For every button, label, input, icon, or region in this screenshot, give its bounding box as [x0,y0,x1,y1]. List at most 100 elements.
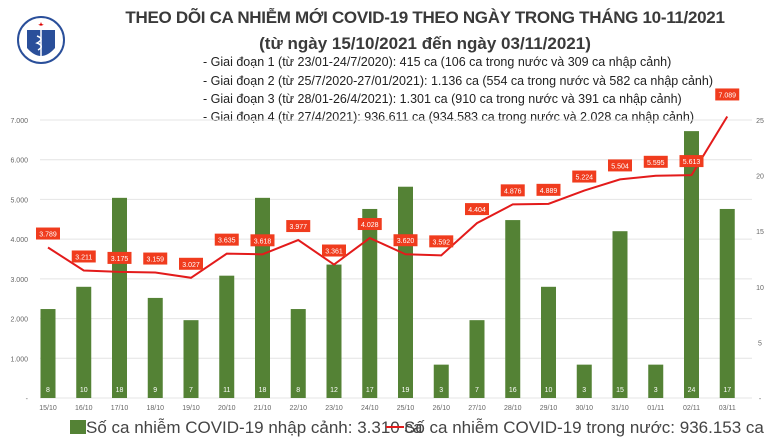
bar-value-label: 10 [80,387,88,394]
x-axis-tick-label: 31/10 [611,405,629,412]
chart-title: THEO DÕI CA NHIỄM MỚI COVID-19 THEO NGÀY… [125,8,725,27]
bar-imported [719,208,735,398]
bar-imported [684,131,699,398]
bar-imported [612,231,628,398]
line-value-label: 3.361 [325,249,343,256]
bar-value-label: 16 [509,387,517,394]
bar-value-label: 18 [259,387,267,394]
right-axis-tick-label: 5 [758,340,762,347]
bar-value-label: 18 [116,387,124,394]
x-axis-tick-label: 16/10 [75,405,93,412]
bar-value-label: 9 [153,387,157,394]
bar-value-label: 8 [296,387,300,394]
line-value-label-box [107,251,132,264]
line-value-label: 7.089 [718,92,736,99]
line-value-label: 3.027 [182,262,200,269]
line-value-label-box [36,227,60,240]
x-axis-tick-label: 15/10 [39,405,57,412]
line-value-label-box [357,218,382,231]
legend-domestic: Số ca nhiễm COVID-19 trong nước: 936.153… [386,418,764,438]
left-axis-tick-label: 4.000 [10,237,28,244]
x-axis-tick-label: 28/10 [504,405,522,412]
bar-value-label: 7 [189,387,193,394]
line-domestic [47,115,729,279]
line-value-label-box [250,234,275,247]
line-value-label: 5.224 [575,175,593,182]
x-axis-tick-label: 30/10 [575,405,593,412]
left-axis-tick-label: 3.000 [10,277,28,284]
right-axis-tick-label: - [759,396,762,403]
legend-swatch-bar [70,420,86,434]
line-value-label-box [536,183,561,196]
bar-value-label: 3 [654,387,658,394]
bar-imported [326,264,342,398]
bar-value-label: 19 [402,387,410,394]
x-axis-tick-label: 24/10 [361,405,379,412]
line-value-label-box [286,220,311,233]
bar-value-label: 10 [545,387,553,394]
legend-imported: Số ca nhiễm COVID-19 nhập cảnh: 3.310 ca [70,418,422,438]
line-value-label: 5.504 [611,163,629,170]
bar-value-label: 12 [330,387,338,394]
x-axis-tick-label: 27/10 [468,405,486,412]
phase-3-note: - Giai đoạn 3 (từ 28/01-26/4/2021): 1.30… [203,92,682,106]
line-value-label-box [429,235,454,248]
x-axis-tick-label: 03/11 [719,405,736,412]
line-value-label-box [393,234,418,247]
x-axis-tick-label: 26/10 [432,405,450,412]
bar-imported [398,186,413,398]
line-value-label: 3.175 [111,256,129,263]
line-value-label-box [214,233,239,246]
left-axis-tick-label: 1.000 [10,356,28,363]
bar-imported [576,364,592,398]
bar-imported [541,286,556,398]
x-axis-tick-label: 25/10 [397,405,415,412]
right-axis-tick-label: 20 [756,174,764,181]
line-value-label-box [143,252,168,265]
x-axis-tick-label: 21/10 [254,405,272,412]
bar-value-label: 8 [46,387,50,394]
line-value-label: 3.977 [289,224,307,231]
line-value-label-box [500,184,525,197]
line-value-label: 4.889 [540,188,558,195]
line-value-label-box [679,155,704,168]
line-value-label: 4.028 [361,222,379,229]
bar-value-label: 7 [475,387,479,394]
bar-value-label: 3 [582,387,586,394]
bar-imported [76,286,92,398]
phase-1-note: - Giai đoạn 1 (từ 23/01-24/7/2020): 415 … [203,55,672,69]
bar-imported [433,364,449,398]
bar-imported [505,220,521,398]
bar-imported [219,275,235,398]
bar-value-label: 15 [616,387,624,394]
right-axis-tick-label: 10 [756,285,764,292]
line-value-label: 4.876 [504,188,522,195]
bar-value-label: 11 [223,387,230,394]
line-value-label: 3.592 [432,239,450,246]
x-axis-tick-label: 22/10 [289,405,307,412]
bar-value-label: 17 [366,387,374,394]
x-axis-tick-label: 19/10 [182,405,200,412]
bar-value-label: 17 [723,387,731,394]
bar-imported [147,297,163,398]
right-axis-tick-label: 15 [756,229,764,236]
bar-imported [40,309,56,398]
bar-imported [362,208,378,398]
x-axis-tick-label: 01/11 [647,405,664,412]
line-value-label-box [179,257,203,270]
x-axis-tick-label: 20/10 [218,405,236,412]
x-axis-tick-label: 18/10 [146,405,164,412]
x-axis-tick-label: 23/10 [325,405,343,412]
bar-imported [183,320,199,398]
chart-subtitle: (từ ngày 15/10/2021 đến ngày 03/11/2021) [259,34,591,53]
x-axis-tick-label: 29/10 [540,405,558,412]
line-value-label-box [572,170,597,183]
bar-value-label: 3 [439,387,443,394]
right-axis-tick-label: 25 [756,118,764,125]
left-axis-tick-label: 2.000 [10,317,28,324]
legend-label-domestic: Số ca nhiễm COVID-19 trong nước: 936.153… [404,418,764,437]
line-value-label: 3.620 [397,238,415,245]
line-value-label: 3.211 [75,254,92,261]
